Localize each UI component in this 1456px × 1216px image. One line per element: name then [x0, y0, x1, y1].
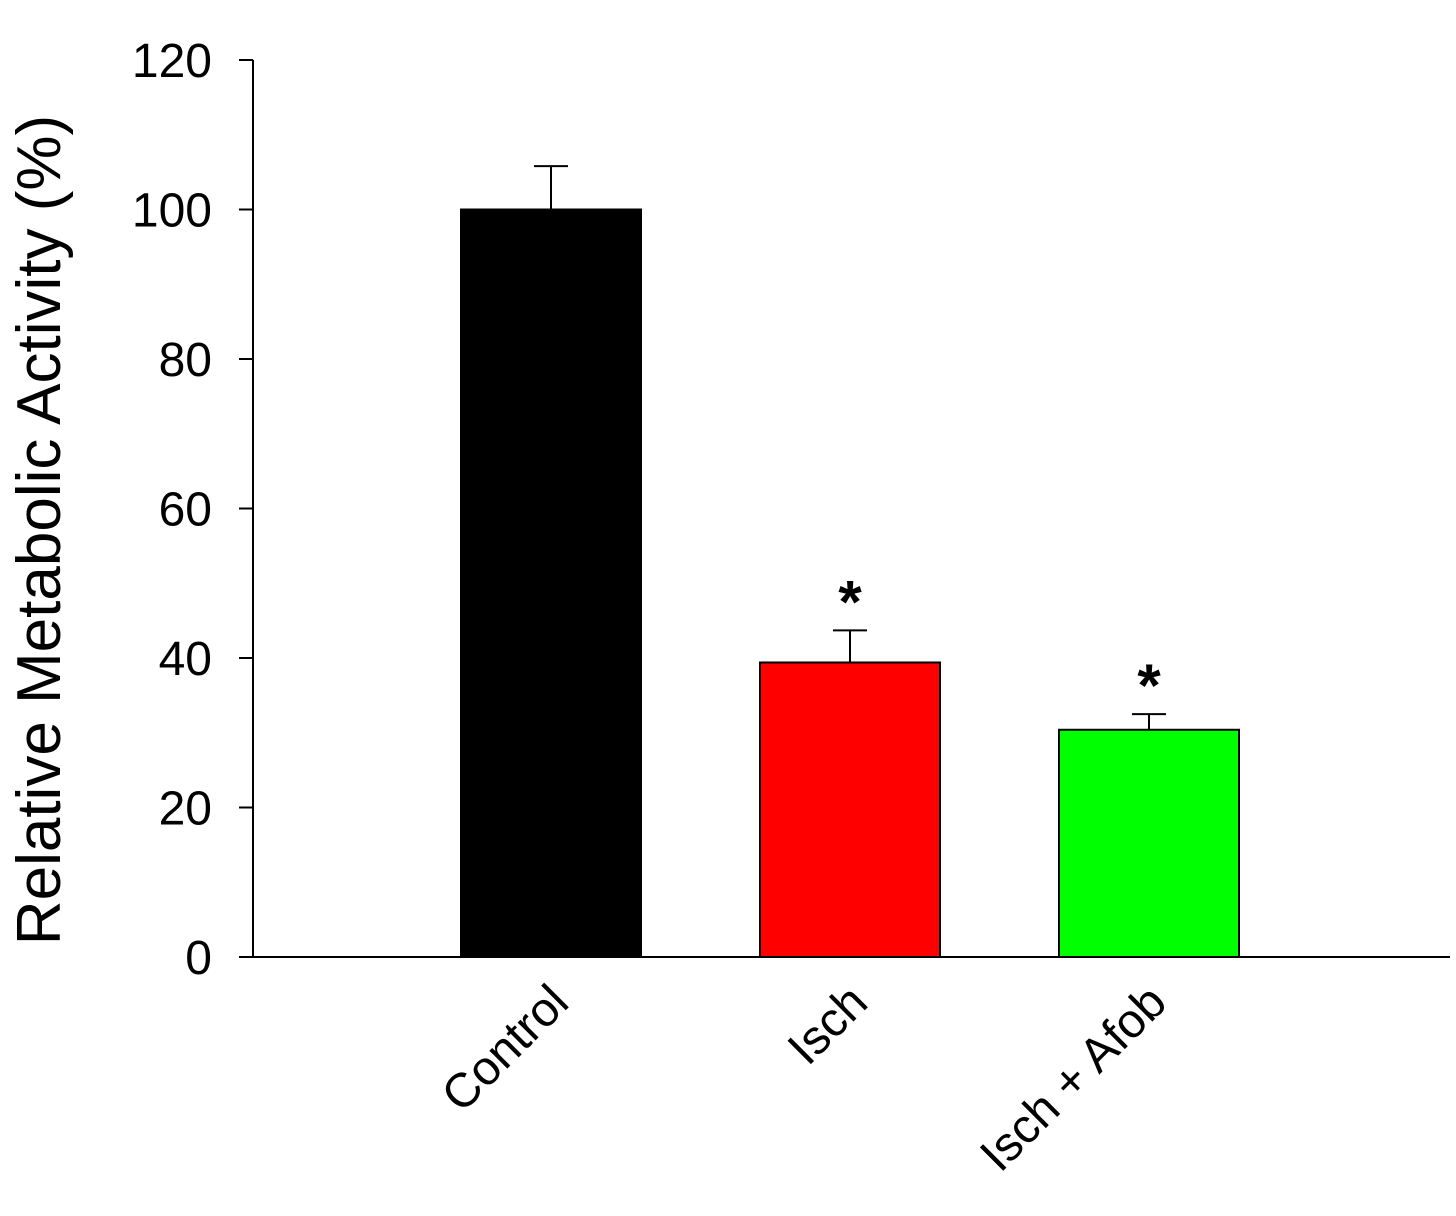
x-tick-label: Isch + Afob	[970, 975, 1176, 1181]
y-tick-label: 60	[159, 484, 212, 537]
bar	[460, 208, 642, 958]
x-tick-label: Control	[432, 975, 579, 1122]
bar	[759, 661, 941, 958]
y-tick-label: 20	[159, 783, 212, 836]
y-tick-label: 120	[132, 35, 212, 88]
bar	[1058, 728, 1240, 959]
y-tick-label: 80	[159, 334, 212, 387]
y-tick-label: 0	[185, 932, 212, 985]
y-tick-label: 40	[159, 633, 212, 686]
significance-marker: *	[1137, 652, 1161, 719]
y-axis-label: Relative Metabolic Activity (%)	[5, 115, 74, 945]
x-tick-label: Isch	[778, 975, 878, 1075]
significance-marker: *	[838, 568, 862, 635]
y-tick-label: 100	[132, 185, 212, 238]
